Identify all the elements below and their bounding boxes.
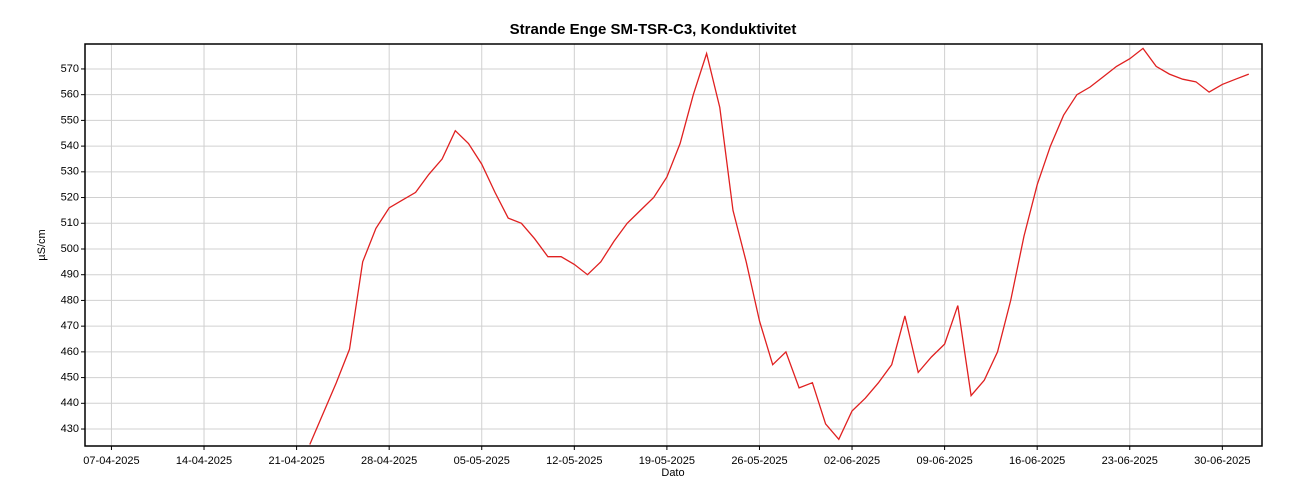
y-tick-label: 540 (61, 140, 79, 152)
y-tick-label: 500 (61, 243, 79, 255)
x-tick-label: 16-06-2025 (1009, 455, 1065, 467)
x-tick-label: 30-06-2025 (1194, 455, 1250, 467)
x-tick-label: 19-05-2025 (639, 455, 695, 467)
x-tick-label: 05-05-2025 (454, 455, 510, 467)
y-tick-label: 460 (61, 346, 79, 358)
plot-frame (84, 43, 1263, 447)
y-tick-label: 520 (61, 191, 79, 203)
y-axis-label: µS/cm (36, 229, 48, 260)
y-tick-label: 450 (61, 371, 79, 383)
x-tick-label: 21-04-2025 (268, 455, 324, 467)
y-tick-label: 530 (61, 166, 79, 178)
y-tick-label: 490 (61, 269, 79, 281)
y-tick-label: 480 (61, 294, 79, 306)
y-tick-label: 550 (61, 114, 79, 126)
x-tick-label: 07-04-2025 (83, 455, 139, 467)
x-tick-label: 23-06-2025 (1102, 455, 1158, 467)
data-line (309, 47, 1250, 445)
x-tick-label: 14-04-2025 (176, 455, 232, 467)
x-tick-label: 12-05-2025 (546, 455, 602, 467)
x-tick-label: 02-06-2025 (824, 455, 880, 467)
y-tick-label: 560 (61, 89, 79, 101)
x-tick-label: 09-06-2025 (916, 455, 972, 467)
y-tick-label: 570 (61, 63, 79, 75)
y-tick-label: 430 (61, 423, 79, 435)
chart-title: Strande Enge SM-TSR-C3, Konduktivitet (510, 21, 797, 38)
y-tick-label: 440 (61, 397, 79, 409)
y-tick-label: 470 (61, 320, 79, 332)
x-axis-label: Dato (661, 467, 684, 479)
x-tick-label: 26-05-2025 (731, 455, 787, 467)
x-tick-label: 28-04-2025 (361, 455, 417, 467)
y-tick-label: 510 (61, 217, 79, 229)
